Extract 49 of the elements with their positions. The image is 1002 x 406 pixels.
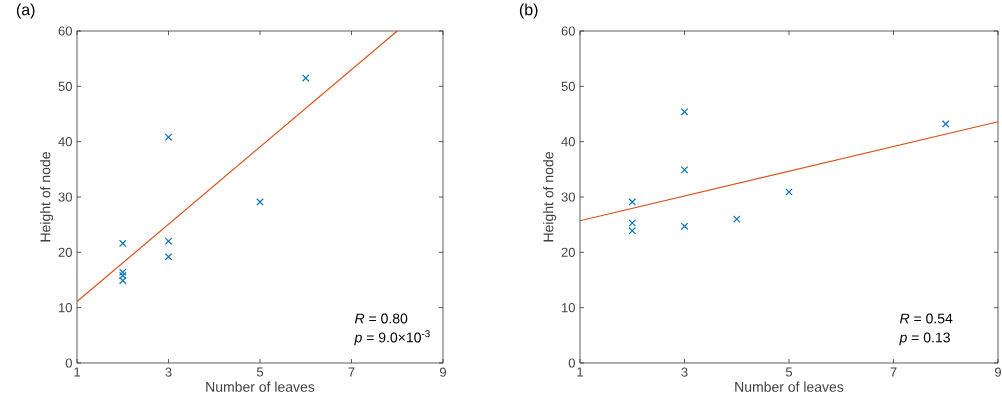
y-tick-label: 60 [58, 26, 72, 36]
point [118, 276, 127, 285]
x-tick-label: 7 [348, 367, 355, 377]
annotation: R = 0.80 [354, 313, 408, 324]
x-tick-label: 9 [439, 367, 446, 377]
point [628, 219, 637, 227]
point [628, 198, 637, 206]
y-tick-label: 40 [561, 137, 575, 147]
point [680, 166, 689, 174]
point [164, 237, 173, 246]
chart-title: (b) [519, 3, 538, 19]
y-tick-label: 20 [58, 247, 72, 257]
x-tick-label: 9 [994, 367, 1001, 377]
x-axis-title: Number of leaves [735, 381, 844, 392]
annotation: p = 9.0×10$^{-3}$ [354, 330, 430, 346]
x-tick-label: 3 [681, 367, 688, 377]
point [628, 226, 637, 235]
x-tick-label: 5 [785, 367, 793, 377]
y-tick-label: 10 [59, 303, 72, 313]
y-tick-label: 30 [58, 192, 72, 202]
chart-title: (a) [16, 3, 35, 19]
y-axis-title: Height of node [543, 152, 557, 242]
point [785, 188, 793, 196]
y-tick-label: 30 [561, 192, 575, 202]
y-tick-label: 60 [561, 26, 575, 36]
annotation: p = 0.13 [899, 332, 950, 346]
point [118, 239, 127, 248]
point [164, 252, 173, 261]
y-tick-label: 0 [568, 358, 575, 368]
y-tick-label: 50 [58, 81, 72, 91]
annotation: R = 0.54 [899, 313, 953, 324]
y-axis-title: Height of node [40, 152, 54, 242]
point [732, 215, 741, 223]
x-tick-label: 1 [577, 367, 583, 377]
point [301, 74, 310, 82]
y-tick-label: 10 [562, 303, 575, 313]
x-tick-label: 1 [74, 367, 80, 377]
x-tick-label: 5 [256, 367, 264, 377]
y-tick-label: 20 [561, 247, 575, 257]
point [164, 133, 173, 142]
x-tick-label: 3 [165, 367, 172, 377]
y-tick-label: 40 [58, 137, 72, 147]
y-tick-label: 50 [561, 81, 575, 91]
point [680, 222, 689, 231]
x-axis-title: Number of leaves [206, 381, 315, 392]
point [680, 108, 689, 116]
x-tick-label: 7 [890, 367, 897, 377]
y-tick-label: 0 [65, 358, 72, 368]
point [941, 120, 950, 128]
